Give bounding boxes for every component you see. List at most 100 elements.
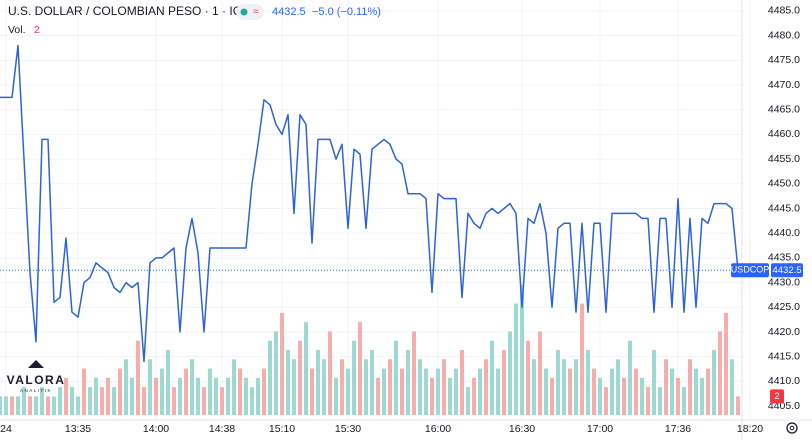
- volume-bar: [166, 350, 170, 415]
- volume-bar: [634, 368, 638, 415]
- volume-bar: [352, 340, 356, 415]
- y-tick-label: 4460.0: [768, 128, 800, 140]
- y-tick-label: 4485.0: [768, 5, 800, 17]
- settings-icon[interactable]: [786, 422, 798, 434]
- volume-bar: [130, 377, 134, 415]
- symbol-tag-text: USDCOP: [731, 265, 770, 275]
- x-tick-label: 15:10: [269, 423, 295, 435]
- volume-bar: [136, 340, 140, 415]
- volume-bar: [652, 350, 656, 415]
- volume-bar: [460, 350, 464, 415]
- chart-title: U.S. DOLLAR / COLOMBIAN PESO · 1 · ICE: [8, 4, 249, 18]
- volume-bar: [214, 377, 218, 415]
- volume-bar: [94, 377, 98, 415]
- volume-bar: [220, 387, 224, 415]
- volume-bar: [616, 359, 620, 415]
- volume-bar: [676, 377, 680, 415]
- volume-bar: [160, 368, 164, 415]
- status-icon: ≈: [253, 7, 259, 18]
- volume-bar: [274, 331, 278, 415]
- volume-bar: [292, 359, 296, 415]
- volume-bar: [106, 377, 110, 415]
- volume-bar: [280, 312, 284, 415]
- plot-layer: [0, 44, 742, 363]
- volume-bar: [718, 331, 722, 415]
- volume-bar: [22, 387, 26, 415]
- volume-bar: [70, 387, 74, 415]
- last-price: 4432.5: [272, 6, 306, 18]
- y-tick-label: 4440.0: [768, 227, 800, 239]
- volume-bar: [334, 377, 338, 415]
- volume-bar: [328, 331, 332, 415]
- gear[interactable]: [786, 422, 798, 434]
- volume-title: Vol.: [8, 24, 26, 36]
- volume-bar: [430, 377, 434, 415]
- volume-bar: [10, 396, 14, 415]
- volume-bar: [664, 359, 668, 415]
- volume-bar: [658, 387, 662, 415]
- status-pill: [236, 4, 264, 20]
- volume-bar: [502, 350, 506, 415]
- volume-bar: [736, 396, 740, 415]
- volume-bar: [562, 359, 566, 415]
- volume-bar: [694, 368, 698, 415]
- volume-bar: [358, 322, 362, 415]
- volume-bar: [604, 387, 608, 415]
- volume-bar: [712, 350, 716, 415]
- volume-bar: [76, 396, 80, 415]
- volume-bar: [0, 396, 2, 415]
- volume-bar: [622, 377, 626, 415]
- volume-bar: [574, 359, 578, 415]
- volume-bar: [376, 377, 380, 415]
- volume-bar: [268, 340, 272, 415]
- volume-bar: [82, 368, 86, 415]
- change: −5.0 (−0.11%): [312, 6, 381, 18]
- volume-bar: [388, 359, 392, 415]
- volume-bar: [682, 387, 686, 415]
- volume-bar: [424, 368, 428, 415]
- volume-bar: [16, 396, 20, 415]
- volume-bar: [34, 396, 38, 415]
- volume-bar: [472, 377, 476, 415]
- volume-bar: [670, 368, 674, 415]
- y-tick-label: 4420.0: [768, 326, 800, 338]
- x-tick-label: 16:30: [509, 423, 535, 435]
- volume-bar: [532, 359, 536, 415]
- volume-bar: [370, 350, 374, 415]
- volume-bar: [610, 368, 614, 415]
- volume-bar: [118, 368, 122, 415]
- volume-bar: [514, 303, 518, 415]
- volume-bar: [46, 396, 50, 415]
- volume-bar: [340, 359, 344, 415]
- volume-bar: [448, 377, 452, 415]
- volume-bar: [406, 350, 410, 415]
- volume-bar: [226, 377, 230, 415]
- y-tick-label: 4415.0: [768, 350, 800, 362]
- volume-bar: [304, 322, 308, 415]
- y-tick-label: 4450.0: [768, 178, 800, 190]
- volume-bar: [4, 396, 8, 415]
- volume-bar: [496, 368, 500, 415]
- volume-bar: [436, 368, 440, 415]
- volume-bar: [238, 368, 242, 415]
- volume-bar: [580, 303, 584, 415]
- volume-bar: [520, 285, 524, 415]
- volume-bar: [394, 340, 398, 415]
- volume-last: 2: [34, 24, 40, 36]
- price-tag-text: 4432.5: [772, 265, 801, 276]
- volume-bar: [196, 377, 200, 415]
- volume-bar: [346, 368, 350, 415]
- volume-bar: [382, 368, 386, 415]
- volume-bar: [484, 359, 488, 415]
- volume-bar: [40, 387, 44, 415]
- y-tick-label: 4430.0: [768, 276, 800, 288]
- volume-bar: [538, 331, 542, 415]
- logo-text: VALORA: [7, 373, 66, 387]
- volume-bar: [442, 359, 446, 415]
- volume-bar: [568, 368, 572, 415]
- volume-bar: [142, 387, 146, 415]
- volume-bar: [706, 368, 710, 415]
- volume-bar: [250, 387, 254, 415]
- x-tick-label: 14:00: [143, 423, 169, 435]
